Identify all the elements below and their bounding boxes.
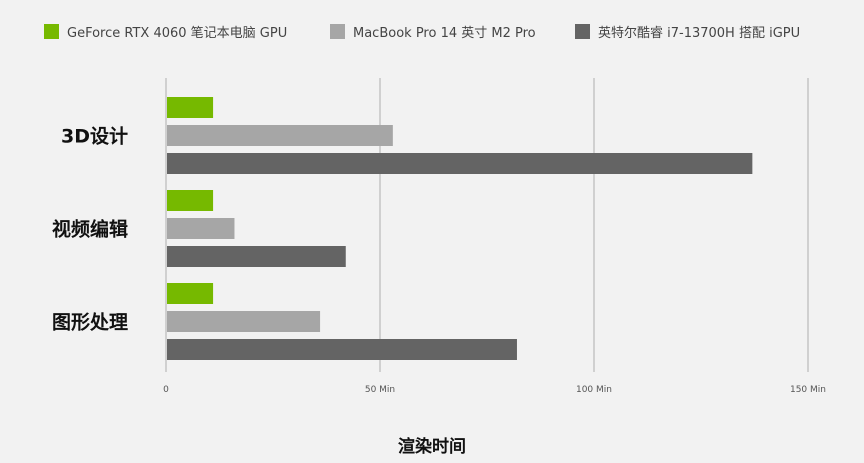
bar-2-2	[167, 339, 517, 360]
category-label-0: 3D设计	[61, 126, 128, 148]
category-label-2: 图形处理	[52, 311, 128, 334]
legend-label-i7-igpu: 英特尔酷睿 i7-13700H 搭配 iGPU	[598, 25, 801, 41]
legend-item-m2pro: MacBook Pro 14 英寸 M2 Pro	[330, 18, 536, 44]
bar-1-1	[167, 218, 235, 239]
x-tick-label-1: 50 Min	[365, 385, 395, 395]
x-tick-label-2: 100 Min	[576, 385, 612, 395]
bar-2-1	[167, 311, 321, 332]
bar-2-0	[167, 283, 214, 304]
legend-label-m2pro: MacBook Pro 14 英寸 M2 Pro	[353, 25, 536, 41]
bar-1-0	[167, 190, 214, 211]
bar-0-2	[167, 153, 753, 174]
legend-item-i7-igpu: 英特尔酷睿 i7-13700H 搭配 iGPU	[575, 18, 800, 44]
legend-item-rtx4060: GeForce RTX 4060 笔记本电脑 GPU	[44, 18, 287, 44]
legend-swatch-rtx4060	[44, 23, 59, 39]
x-axis-title: 渲染时间	[398, 437, 466, 457]
legend-swatch-m2pro	[330, 23, 345, 39]
legend-label-rtx4060: GeForce RTX 4060 笔记本电脑 GPU	[67, 25, 288, 41]
x-tick-label-0: 0	[163, 385, 169, 395]
bar-0-0	[167, 97, 214, 118]
bar-1-2	[167, 246, 346, 267]
bar-0-1	[167, 125, 393, 146]
legend-swatch-i7-igpu	[575, 23, 590, 39]
x-tick-label-3: 150 Min	[790, 385, 826, 395]
legend: GeForce RTX 4060 笔记本电脑 GPU MacBook Pro 1…	[0, 18, 864, 44]
category-label-1: 视频编辑	[52, 218, 128, 241]
